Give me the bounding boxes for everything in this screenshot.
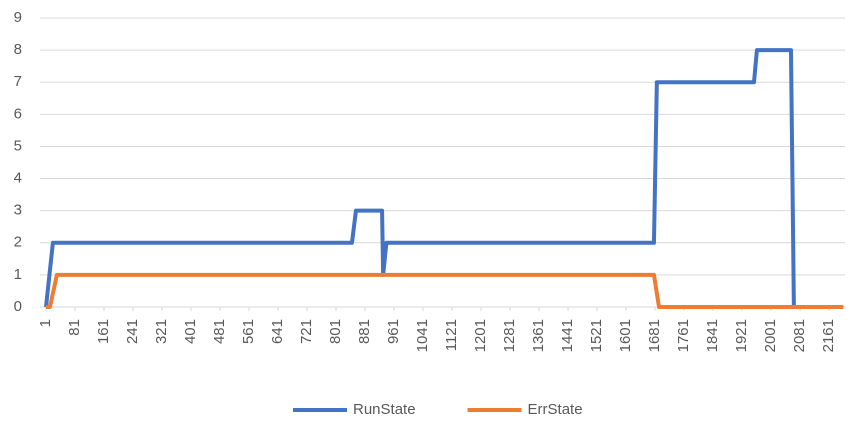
x-tick-label: 2001: [762, 319, 779, 352]
x-tick-label: 1361: [530, 319, 547, 352]
x-tick-label: 881: [356, 319, 373, 344]
x-tick-label: 1201: [472, 319, 489, 352]
y-tick-label: 4: [14, 170, 22, 187]
x-tick-label: 161: [95, 319, 112, 344]
y-tick-label: 6: [14, 105, 22, 122]
y-tick-label: 8: [14, 41, 22, 58]
x-tick-label: 1281: [501, 319, 518, 352]
legend-label: RunState: [353, 401, 416, 418]
x-tick-label: 801: [327, 319, 344, 344]
x-tick-label: 1841: [704, 319, 721, 352]
x-tick-label: 561: [240, 319, 257, 344]
x-tick-label: 321: [153, 319, 170, 344]
x-tick-label: 401: [182, 319, 199, 344]
x-tick-label: 1681: [646, 319, 663, 352]
y-tick-label: 7: [14, 73, 22, 90]
y-tick-label: 5: [14, 137, 22, 154]
y-tick-label: 9: [14, 9, 22, 26]
x-tick-label: 2081: [791, 319, 808, 352]
x-tick-label: 641: [269, 319, 286, 344]
y-tick-label: 1: [14, 266, 22, 283]
x-tick-label: 1921: [733, 319, 750, 352]
x-tick-label: 1041: [414, 319, 431, 352]
x-tick-label: 1761: [675, 319, 692, 352]
x-tick-label: 1441: [559, 319, 576, 352]
y-tick-label: 2: [14, 234, 22, 251]
x-tick-label: 81: [66, 319, 83, 336]
y-tick-label: 3: [14, 202, 22, 219]
x-tick-label: 961: [385, 319, 402, 344]
x-tick-label: 2161: [820, 319, 837, 352]
line-series: [46, 272, 844, 309]
x-tick-label: 1: [37, 319, 54, 327]
x-tick-label: 1121: [443, 319, 460, 351]
line-series: [44, 48, 844, 309]
x-tick-label: 481: [211, 319, 228, 344]
y-tick-label: 0: [14, 298, 22, 315]
x-tick-label: 1601: [617, 319, 634, 352]
x-tick-label: 241: [124, 319, 141, 344]
x-tick-label: 721: [298, 319, 315, 344]
x-tick-label: 1521: [588, 319, 605, 352]
legend-label: ErrState: [528, 401, 583, 418]
